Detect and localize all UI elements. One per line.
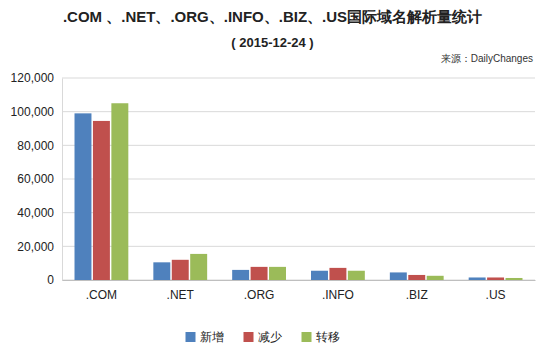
grid-line (62, 78, 535, 79)
x-tick: .INFO (322, 280, 354, 302)
bar (311, 271, 328, 280)
legend-swatch (302, 332, 312, 342)
y-tick: 40,000 (17, 206, 62, 220)
grid-line (62, 246, 535, 247)
y-tick-label: 40,000 (17, 206, 54, 220)
bar (153, 262, 170, 280)
x-tick-label: .COM (86, 288, 117, 302)
series (75, 113, 486, 280)
grid-line (62, 179, 535, 180)
y-axis-line (62, 79, 63, 281)
bar (469, 277, 486, 280)
bar (408, 275, 425, 280)
bar (506, 278, 523, 280)
x-axis-line (63, 280, 536, 281)
chart: .COM 、.NET、.ORG、.INFO、.BIZ、.US国际域名解析量统计 (… (0, 0, 545, 355)
x-tick-label: .US (486, 288, 506, 302)
grid-line (62, 111, 535, 112)
x-tick: .US (486, 280, 506, 302)
x-tick: .ORG (244, 280, 275, 302)
grid-line (62, 212, 535, 213)
y-tick-label: 20,000 (17, 240, 54, 254)
y-tick: 60,000 (17, 172, 62, 186)
y-tick-label: 60,000 (17, 172, 54, 186)
bar (172, 260, 189, 280)
y-tick: 20,000 (17, 240, 62, 254)
bar (75, 113, 92, 280)
series (111, 103, 522, 280)
series (93, 121, 504, 280)
y-axis: 0 20,000 40,000 60,000 80,000 100,000 120,000 (11, 71, 63, 287)
x-tick: .NET (167, 280, 195, 302)
y-tick: 80,000 (17, 139, 62, 153)
grid-line (62, 280, 535, 281)
y-tick-label: 0 (47, 273, 54, 287)
x-tick-label: .INFO (322, 288, 354, 302)
bar (390, 272, 407, 280)
legend-label: 新增 (200, 330, 224, 344)
x-tick-label: .ORG (244, 288, 275, 302)
subtitle: ( 2015-12-24 ) (231, 35, 313, 50)
legend-label: 减少 (258, 330, 282, 344)
y-tick: 0 (47, 273, 62, 287)
x-tick-label: .NET (167, 288, 195, 302)
y-tick: 120,000 (11, 71, 62, 85)
y-tick: 100,000 (11, 105, 62, 119)
x-tick: .BIZ (406, 280, 428, 302)
bar (348, 271, 365, 280)
source: 来源：DailyChanges (441, 53, 533, 64)
bar (190, 254, 207, 280)
grid-line (62, 145, 535, 146)
x-tick: .COM (86, 280, 117, 302)
bar (111, 103, 128, 280)
bar (93, 121, 110, 280)
bar (427, 276, 444, 280)
y-tick-label: 120,000 (11, 71, 55, 85)
bar (269, 267, 286, 280)
legend: 新增 减少 转移 (186, 330, 340, 344)
legend-label: 转移 (316, 330, 340, 344)
x-tick-label: .BIZ (406, 288, 428, 302)
bar (487, 277, 504, 280)
bar (251, 267, 268, 280)
x-axis: .COM .NET .ORG .INFO .BIZ .US (63, 280, 536, 302)
legend-swatch (244, 332, 254, 342)
legend-swatch (186, 332, 196, 342)
bars (75, 103, 523, 280)
title: .COM 、.NET、.ORG、.INFO、.BIZ、.US国际域名解析量统计 (63, 8, 482, 25)
grid (62, 78, 535, 280)
bar (329, 268, 346, 280)
bar (232, 270, 249, 280)
y-tick-label: 80,000 (17, 139, 54, 153)
y-tick-label: 100,000 (11, 105, 55, 119)
